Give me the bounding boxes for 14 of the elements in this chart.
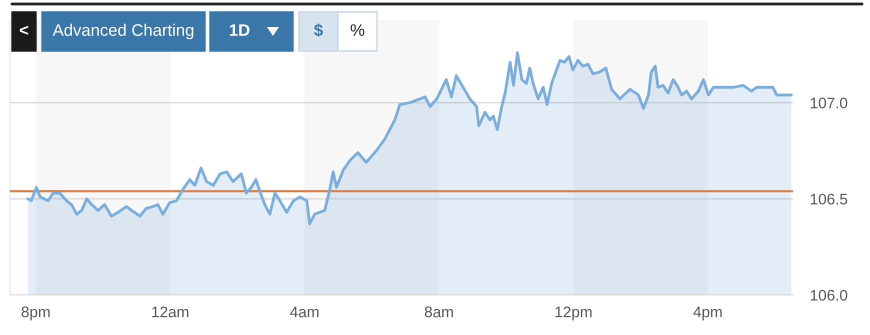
- y-tick-label: 106.5: [810, 194, 848, 205]
- x-tick-label: 12pm: [556, 306, 592, 320]
- annotation: 1D: [230, 24, 250, 36]
- annotation: %: [350, 24, 364, 36]
- x-tick-label: 8am: [424, 306, 453, 318]
- y-tick-label: 107.0: [810, 98, 848, 108]
- annotation: <: [20, 26, 28, 35]
- x-tick-label: 4pm: [693, 306, 722, 320]
- annotation: Advanced Charting: [52, 24, 194, 40]
- y-tick-label: 106.0: [810, 290, 848, 301]
- x-tick-label: 4am: [290, 306, 318, 318]
- x-tick-label: 8pm: [22, 306, 50, 320]
- annotation: $: [314, 23, 323, 38]
- x-tick-label: 12am: [152, 306, 188, 318]
